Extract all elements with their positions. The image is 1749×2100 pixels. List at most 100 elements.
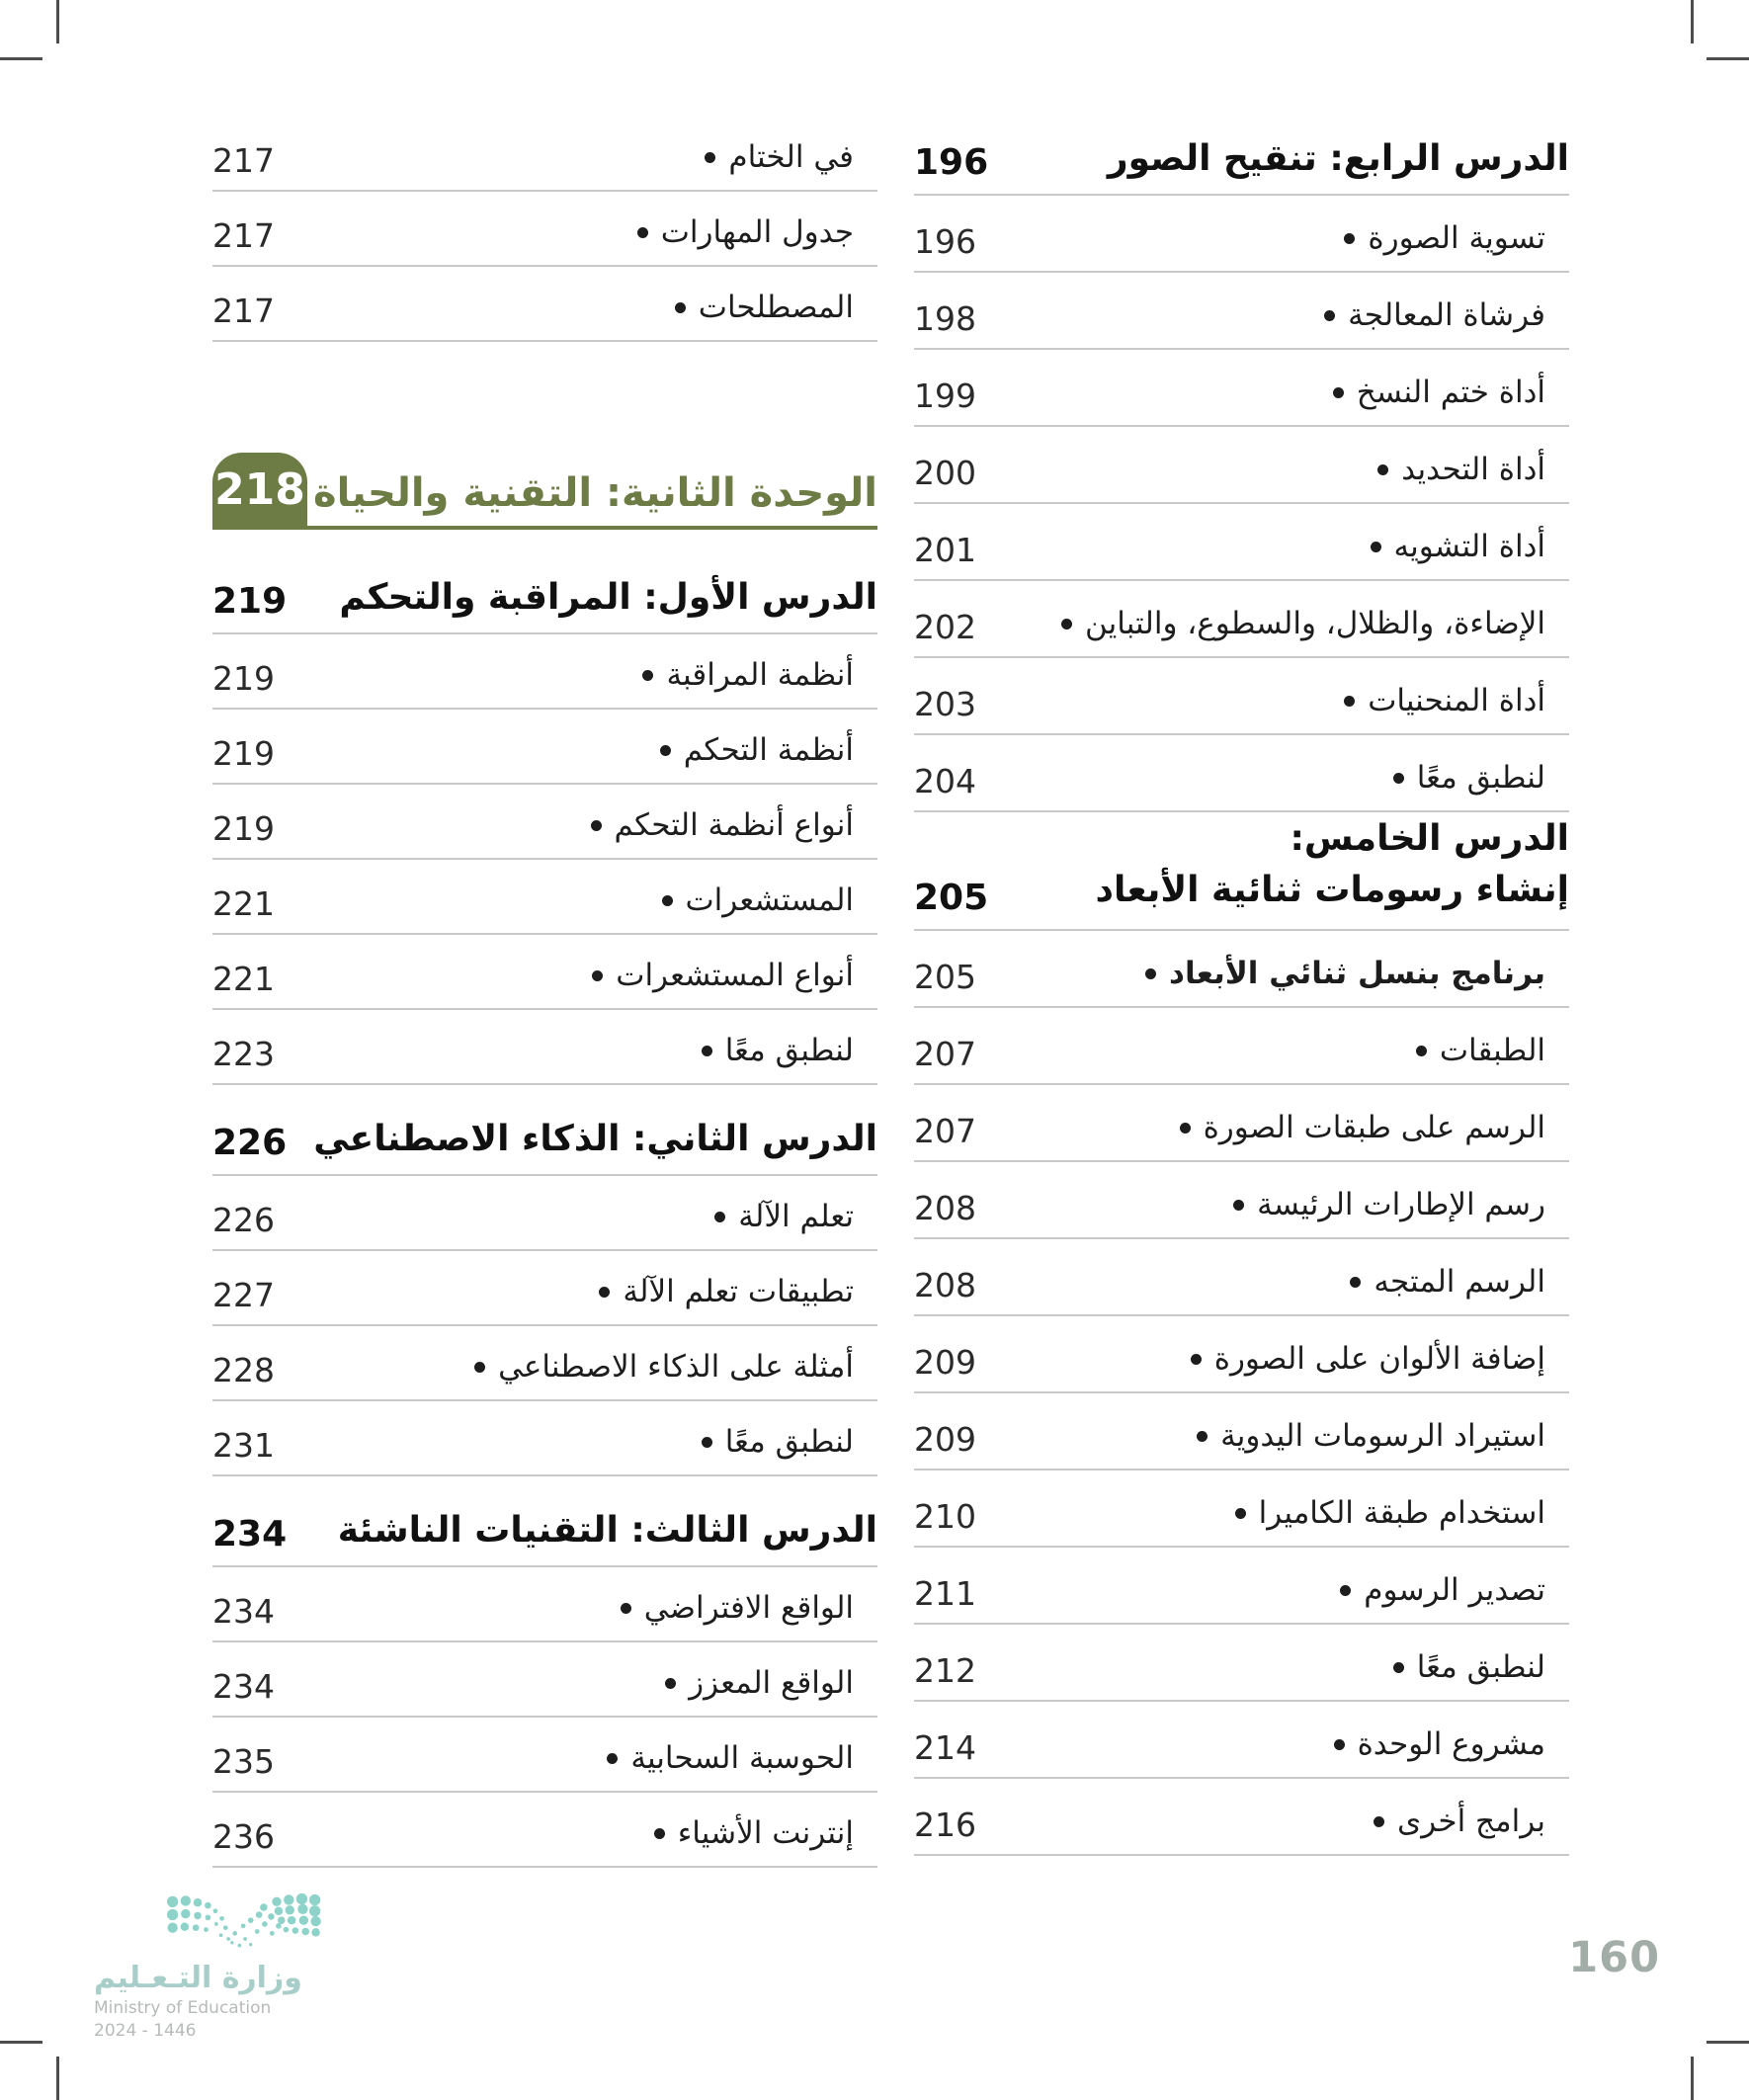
toc-row: 204 لنطبق معًا [914,735,1569,812]
bullet-icon [1197,1431,1208,1443]
toc-page-number: 216 [914,1806,976,1844]
bullet-icon [659,745,671,757]
toc-page-number: 209 [914,1420,976,1459]
toc-row: 217 جدول المهارات [212,192,877,267]
toc-entry: الدرس الخامس: إنشاء رسومات ثنائية الأبعاد [1096,813,1569,916]
bullet-icon [607,1753,619,1765]
toc-entry: إنترنت الأشياء [653,1814,877,1853]
crop-mark-top-left-v [56,0,59,43]
toc-lesson-header-row: 196 الدرس الرابع: تنقيح الصور [914,117,1569,196]
toc-row: 227 تطبيقات تعلم الآلة [212,1251,877,1326]
toc-row: 207 الطبقات [914,1008,1569,1085]
toc-page-number: 219 [212,659,275,698]
toc-entry: تسوية الصورة [1344,219,1569,258]
toc-lesson-header-row: 205 الدرس الخامس: إنشاء رسومات ثنائية الأب… [914,812,1569,931]
toc-page-number: 211 [914,1574,976,1613]
toc-entry: الدرس الثالث: التقنيات الناشئة [338,1508,877,1553]
bullet-icon [1233,1200,1245,1212]
toc-row: 210 استخدام طبقة الكاميرا [914,1470,1569,1548]
toc-row: 216 برامج أخرى [914,1779,1569,1856]
toc-row: 208 الرسم المتجه [914,1239,1569,1316]
toc-entry: أداة التشويه [1370,528,1569,566]
toc-page-number: 208 [914,1266,976,1304]
bullet-icon [636,227,648,239]
toc-entry: تصدير الرسوم [1340,1571,1569,1610]
toc-lesson-header-row: 219 الدرس الأول: المراقبة والتحكم [212,551,877,634]
toc-page-number: 202 [914,608,976,646]
toc-entry: استخدام طبقة الكاميرا [1234,1494,1569,1533]
toc-row: 196 تسوية الصورة [914,196,1569,273]
toc-entry-label: إضافة الألوان على الصورة [1213,1341,1545,1378]
toc-entry-label: المصطلحات [698,290,854,326]
bullet-icon [1234,1508,1246,1520]
toc-entry-label: أداة المنحنيات [1368,683,1545,719]
bullet-icon [1344,696,1356,708]
toc-lesson-header-line-2: إنشاء رسومات ثنائية الأبعاد [1095,869,1569,910]
unit-accent-line [212,526,877,530]
ministry-logo-english-label: Ministry of Education [94,1998,272,2018]
bullet-icon [599,1287,611,1299]
toc-entry-label: أنظمة التحكم [683,732,854,769]
toc-page-number: 219 [212,734,275,773]
bullet-icon [1179,1123,1191,1134]
toc-page-number: 196 [914,222,976,261]
toc-entry-label: المستشعرات [685,882,855,919]
toc-row: 219 أنظمة المراقبة [212,634,877,710]
crop-mark-top-right-h [1707,57,1749,60]
toc-page-number: 221 [212,960,275,998]
toc-entry: تعلم الآلة [714,1198,877,1236]
toc-entry: الدرس الثاني: الذكاء الاصطناعي [313,1117,877,1161]
toc-lesson-header-row: 226 الدرس الثاني: الذكاء الاصطناعي [212,1093,877,1176]
ministry-of-education-logo: وزارة التـعـليم Ministry of Education 20… [94,1893,331,2041]
toc-page-number: 209 [914,1343,976,1382]
toc-entry: رسم الإطارات الرئيسة [1233,1186,1569,1224]
bullet-icon [642,670,654,682]
toc-entry: في الختام [705,138,877,177]
toc-entry: مشروع الوحدة [1333,1725,1569,1764]
toc-page-number: 212 [914,1651,976,1690]
toc-row: 221 المستشعرات [212,860,877,935]
toc-entry-label: أداة التحديد [1401,452,1545,488]
toc-entry-label: برامج أخرى [1397,1804,1545,1840]
bullet-icon [1415,1046,1427,1057]
toc-entry: أنواع أنظمة التحكم [590,806,877,845]
toc-page-number: 205 [914,958,976,996]
toc-entry-label: الواقع المعزز [689,1665,854,1702]
toc-page-number: 234 [212,1592,275,1631]
toc-page-number: 227 [212,1276,275,1314]
toc-row: 208 رسم الإطارات الرئيسة [914,1162,1569,1239]
toc-entry: فرشاة المعالجة [1324,296,1569,335]
toc-entry: تطبيقات تعلم الآلة [599,1273,877,1311]
toc-lesson-header-label: الدرس الثالث: التقنيات الناشئة [337,1510,877,1551]
toc-row: 198 فرشاة المعالجة [914,273,1569,350]
toc-entry: لنطبق معًا [1392,759,1569,798]
crop-mark-top-left-h [0,57,42,60]
toc-row: 217 المصطلحات [212,267,877,342]
toc-page-number: 219 [212,809,275,848]
toc-row: 235 الحوسبة السحابية [212,1718,877,1793]
toc-entry-label: رسم الإطارات الرئيسة [1257,1187,1545,1223]
toc-row: 221 أنواع المستشعرات [212,935,877,1010]
toc-page-number: 204 [914,762,976,800]
bullet-icon [701,1437,712,1449]
toc-row: 203 أداة المنحنيات [914,658,1569,735]
unit-page-badge: 218 [212,453,307,526]
toc-row: 231 لنطبق معًا [212,1401,877,1476]
toc-row: 234 الواقع الافتراضي [212,1567,877,1642]
bullet-icon [1374,1816,1385,1828]
toc-page-number: 205 [914,878,989,918]
bullet-icon [1190,1354,1202,1366]
toc-page-number: 207 [914,1035,976,1073]
toc-page-number: 203 [914,685,976,723]
toc-entry-label: أنواع المستشعرات [616,958,854,994]
bullet-icon [674,302,686,314]
bullet-icon [592,970,604,982]
toc-entry-label: مشروع الوحدة [1357,1726,1545,1763]
toc-lesson-header-line-1: الدرس الخامس: [1290,817,1569,859]
toc-row: 236 إنترنت الأشياء [212,1793,877,1868]
toc-entry-label: استيراد الرسومات اليدوية [1220,1418,1545,1455]
toc-lesson-header-label: الدرس الثاني: الذكاء الاصطناعي [313,1119,877,1159]
toc-entry-label: الإضاءة، والظلال، والسطوع، والتباين [1085,606,1545,642]
unit-2-banner: 218 الوحدة الثانية: التقنية والحياة [212,453,877,530]
toc-page-number: 231 [212,1426,275,1465]
